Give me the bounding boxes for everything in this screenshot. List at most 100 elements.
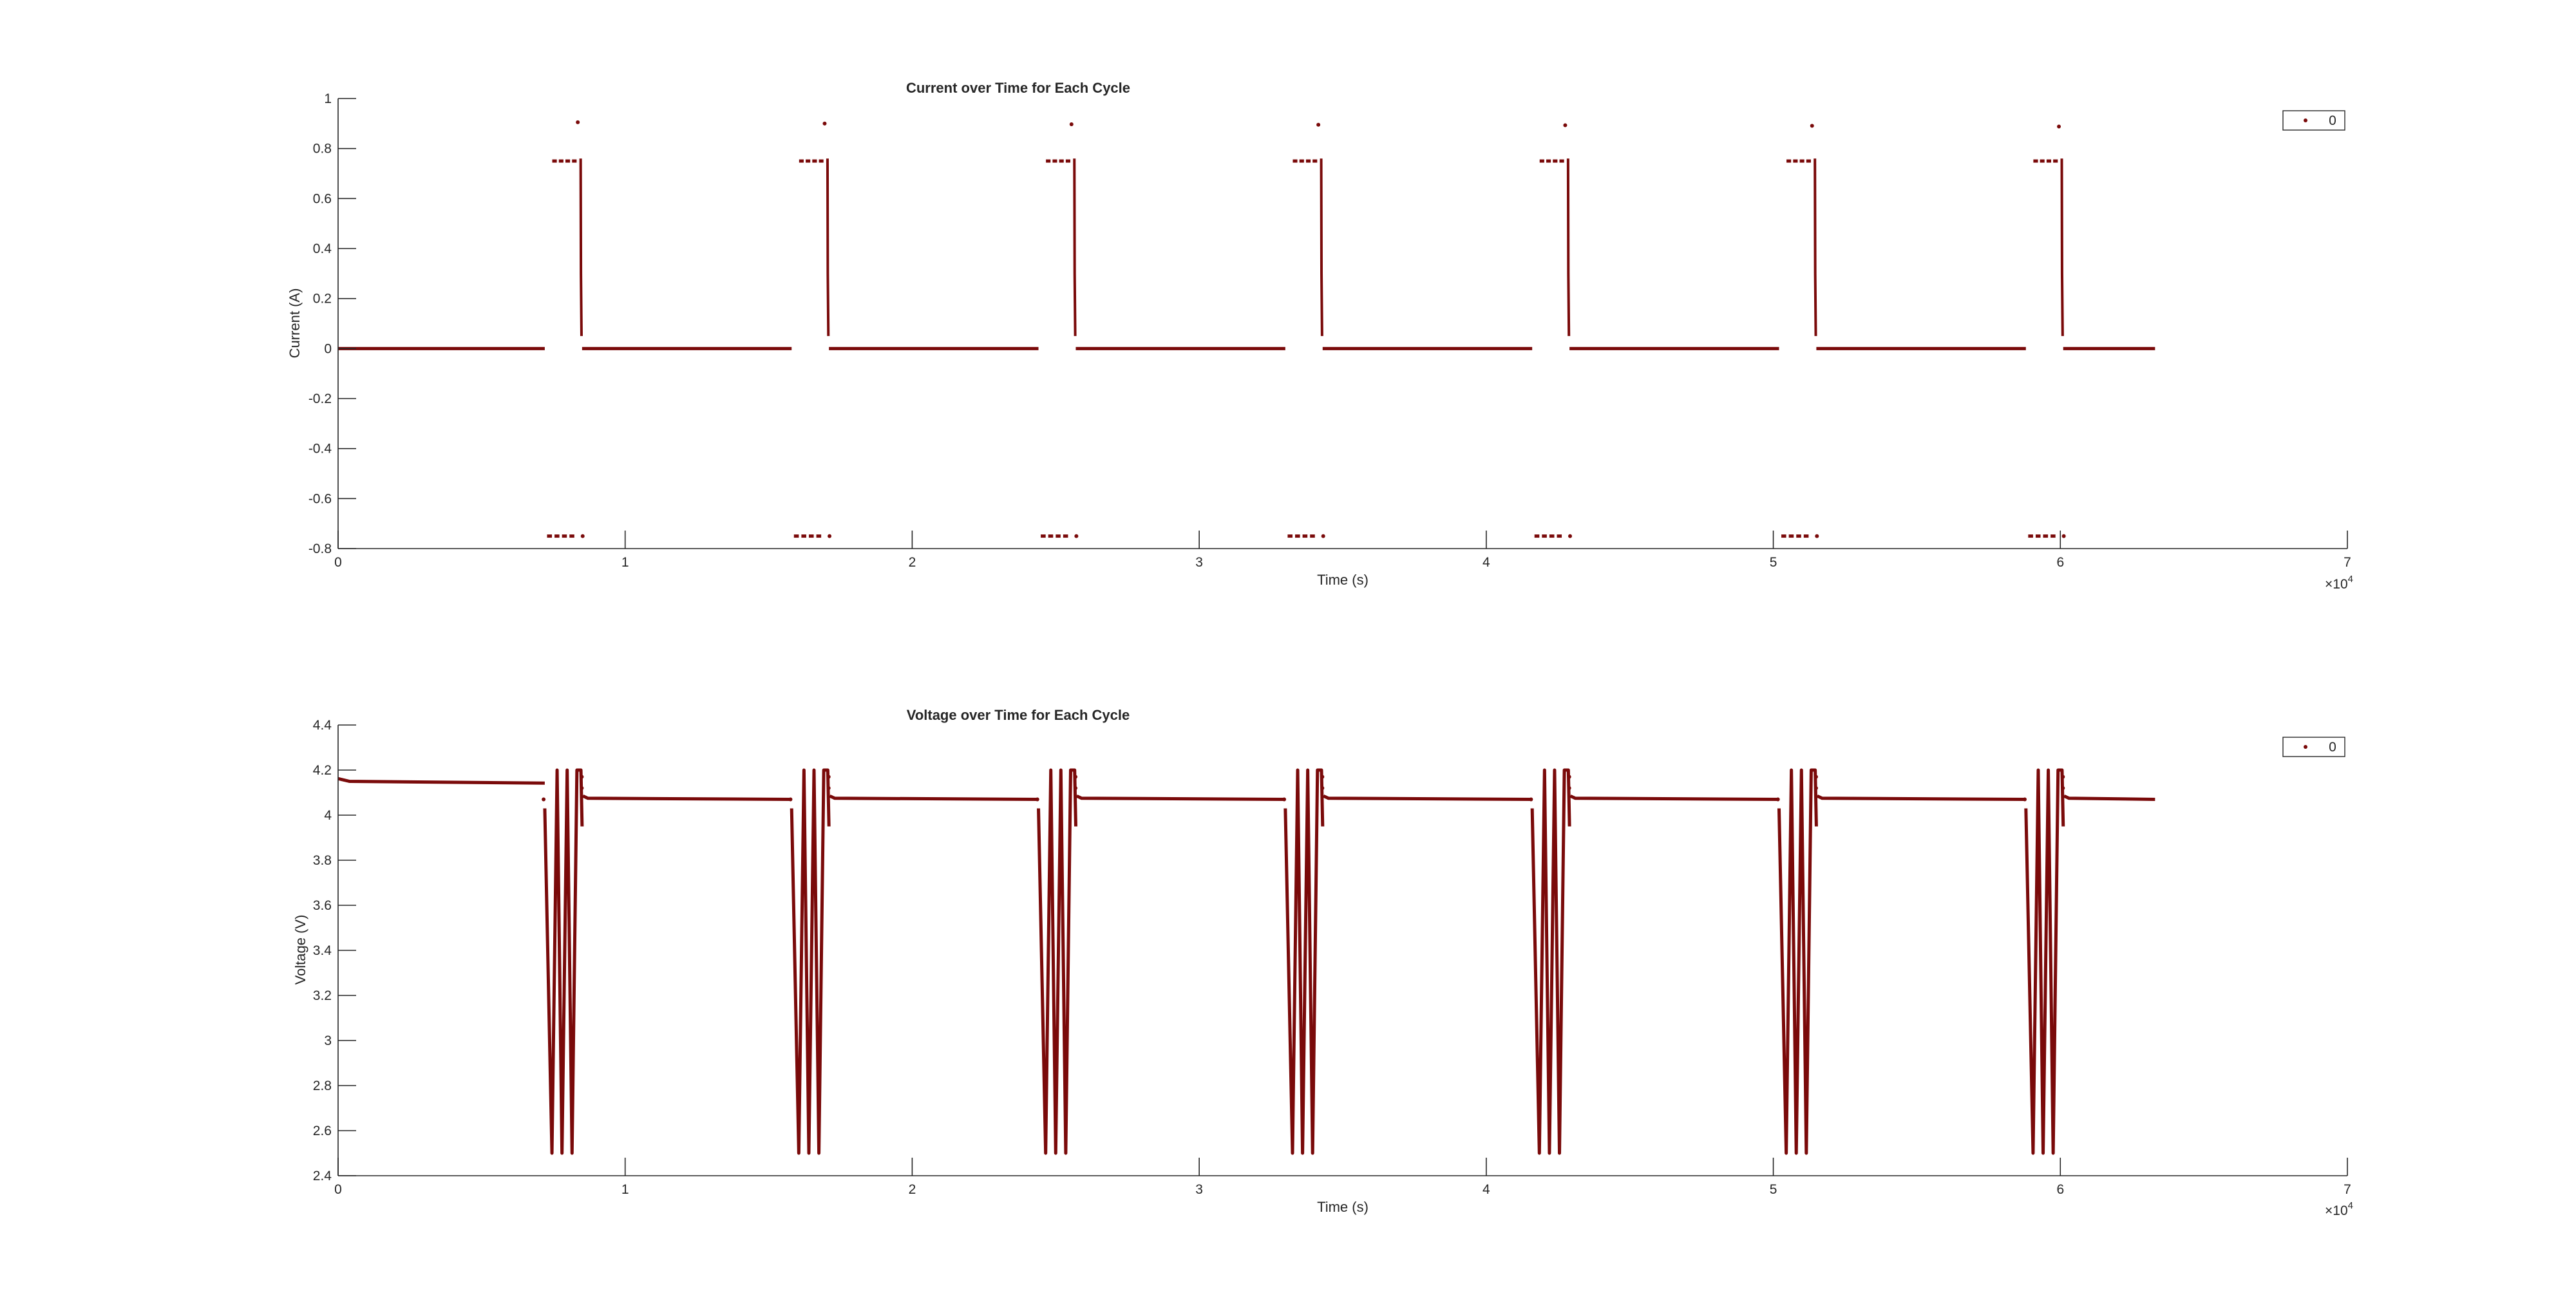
voltage-point: [2061, 775, 2065, 779]
voltage-point: [580, 786, 584, 790]
current-x-multiplier: ×104: [2325, 574, 2353, 592]
current-x-tick-label: 6: [2056, 555, 2064, 570]
current-peak-point: [1316, 122, 1321, 127]
current-legend-marker: [2304, 118, 2307, 122]
voltage-y-tick-label: 3: [324, 1033, 332, 1048]
voltage-point: [1074, 775, 1078, 779]
current-x-tick-label: 3: [1195, 555, 1203, 570]
voltage-initial-rest: [337, 777, 545, 785]
voltage-x-tick-label: 6: [2056, 1182, 2064, 1197]
current-discharge-point: [1568, 534, 1573, 538]
voltage-point: [1035, 797, 1039, 802]
current-cv-tail: [1320, 158, 1323, 336]
voltage-y-tick-label: 4.2: [313, 763, 332, 778]
voltage-y-tick-label: 4: [324, 808, 332, 823]
current-legend: 0: [2282, 110, 2345, 131]
voltage-point: [580, 775, 584, 779]
current-cv-tail: [1073, 158, 1077, 336]
current-y-tick-label: -0.2: [308, 391, 332, 406]
voltage-rest-segment: [1323, 794, 1533, 801]
voltage-x-tick-label: 7: [2344, 1182, 2351, 1197]
current-y-tick-label: 1: [324, 91, 332, 106]
voltage-point: [1320, 786, 1325, 790]
current-data-series: [338, 120, 2155, 538]
voltage-x-tick-label: 4: [1482, 1182, 1490, 1197]
current-x-tick-label: 4: [1482, 555, 1490, 570]
voltage-data-series: [337, 768, 2155, 1155]
voltage-point: [1567, 786, 1571, 790]
current-peak-point: [822, 121, 827, 126]
current-peak-point: [576, 120, 580, 124]
voltage-x-tick-label: 1: [621, 1182, 629, 1197]
voltage-point: [1074, 786, 1078, 790]
current-peak-point: [1069, 122, 1074, 126]
voltage-cycle-trace: [543, 768, 584, 1155]
voltage-point: [1320, 775, 1325, 779]
voltage-y-tick-label: 3.2: [313, 988, 332, 1003]
voltage-cycle-trace: [1530, 768, 1571, 1155]
voltage-cycle-trace: [790, 768, 831, 1155]
voltage-x-tick-label: 5: [1770, 1182, 1777, 1197]
voltage-point: [2061, 786, 2065, 790]
current-cv-tail: [579, 158, 583, 336]
voltage-rest-segment: [2063, 794, 2155, 801]
current-x-tick-label: 7: [2344, 555, 2351, 570]
voltage-point: [1282, 797, 1287, 802]
current-x-tick-label: 2: [909, 555, 916, 570]
voltage-y-axis-label: Voltage (V): [292, 915, 308, 985]
voltage-point: [1567, 775, 1571, 779]
current-y-tick-label: 0.6: [313, 191, 332, 206]
voltage-x-tick-label: 2: [909, 1182, 916, 1197]
current-cv-tail: [2060, 158, 2064, 336]
voltage-rest-segment: [582, 794, 792, 801]
voltage-y-tick-label: 2.6: [313, 1124, 332, 1138]
current-discharge-point: [828, 534, 832, 538]
voltage-point: [826, 775, 831, 779]
voltage-y-tick-label: 2.8: [313, 1078, 332, 1093]
current-y-tick-label: 0: [324, 341, 332, 356]
voltage-point: [542, 797, 546, 802]
current-y-tick-label: 0.4: [313, 241, 332, 256]
voltage-y-tick-label: 4.4: [313, 718, 332, 733]
voltage-legend: 0: [2282, 737, 2345, 757]
current-chart-title: Current over Time for Each Cycle: [906, 80, 1130, 96]
current-discharge-point: [1815, 534, 1819, 538]
voltage-y-tick-label: 3.4: [313, 943, 332, 958]
voltage-point: [1814, 786, 1818, 790]
voltage-chart-title: Voltage over Time for Each Cycle: [907, 707, 1130, 723]
voltage-legend-entry: 0: [2329, 740, 2336, 755]
voltage-cycle-trace: [1037, 768, 1077, 1155]
current-axes: Current over Time for Each Cycle 0 1 2 3 4 5 6…: [287, 80, 2353, 592]
current-peak-point: [2057, 124, 2061, 129]
current-x-tick-label: 5: [1770, 555, 1777, 570]
voltage-y-tick-label: 2.4: [313, 1169, 332, 1183]
current-x-tick-label: 0: [334, 555, 342, 570]
current-peak-point: [1810, 124, 1814, 128]
current-x-tick-label: 1: [621, 555, 629, 570]
current-y-axis-label: Current (A): [287, 288, 303, 359]
voltage-y-tick-label: 3.6: [313, 898, 332, 913]
current-legend-entry: 0: [2329, 113, 2336, 128]
voltage-cycle-trace: [1283, 768, 1325, 1155]
voltage-point: [1814, 775, 1818, 779]
voltage-y-tick-label: 3.8: [313, 853, 332, 868]
voltage-cycle-trace: [2024, 768, 2065, 1155]
voltage-x-tick-label: 0: [334, 1182, 342, 1197]
voltage-x-multiplier: ×104: [2325, 1200, 2353, 1218]
current-y-tick-label: 0.8: [313, 142, 332, 156]
voltage-point: [1776, 797, 1780, 802]
voltage-rest-segment: [1075, 794, 1285, 801]
voltage-point: [788, 797, 793, 802]
voltage-point: [826, 786, 831, 790]
voltage-x-tick-label: 3: [1195, 1182, 1203, 1197]
current-y-tick-label: -0.6: [308, 491, 332, 506]
current-peak-point: [1563, 123, 1567, 127]
current-y-tick-label: -0.4: [308, 442, 332, 457]
voltage-legend-marker: [2304, 745, 2307, 749]
voltage-point: [1529, 797, 1533, 802]
current-cv-tail: [1566, 158, 1571, 336]
current-discharge-point: [2061, 534, 2066, 538]
voltage-point: [2023, 797, 2027, 802]
voltage-x-axis-label: Time (s): [1317, 1199, 1368, 1215]
